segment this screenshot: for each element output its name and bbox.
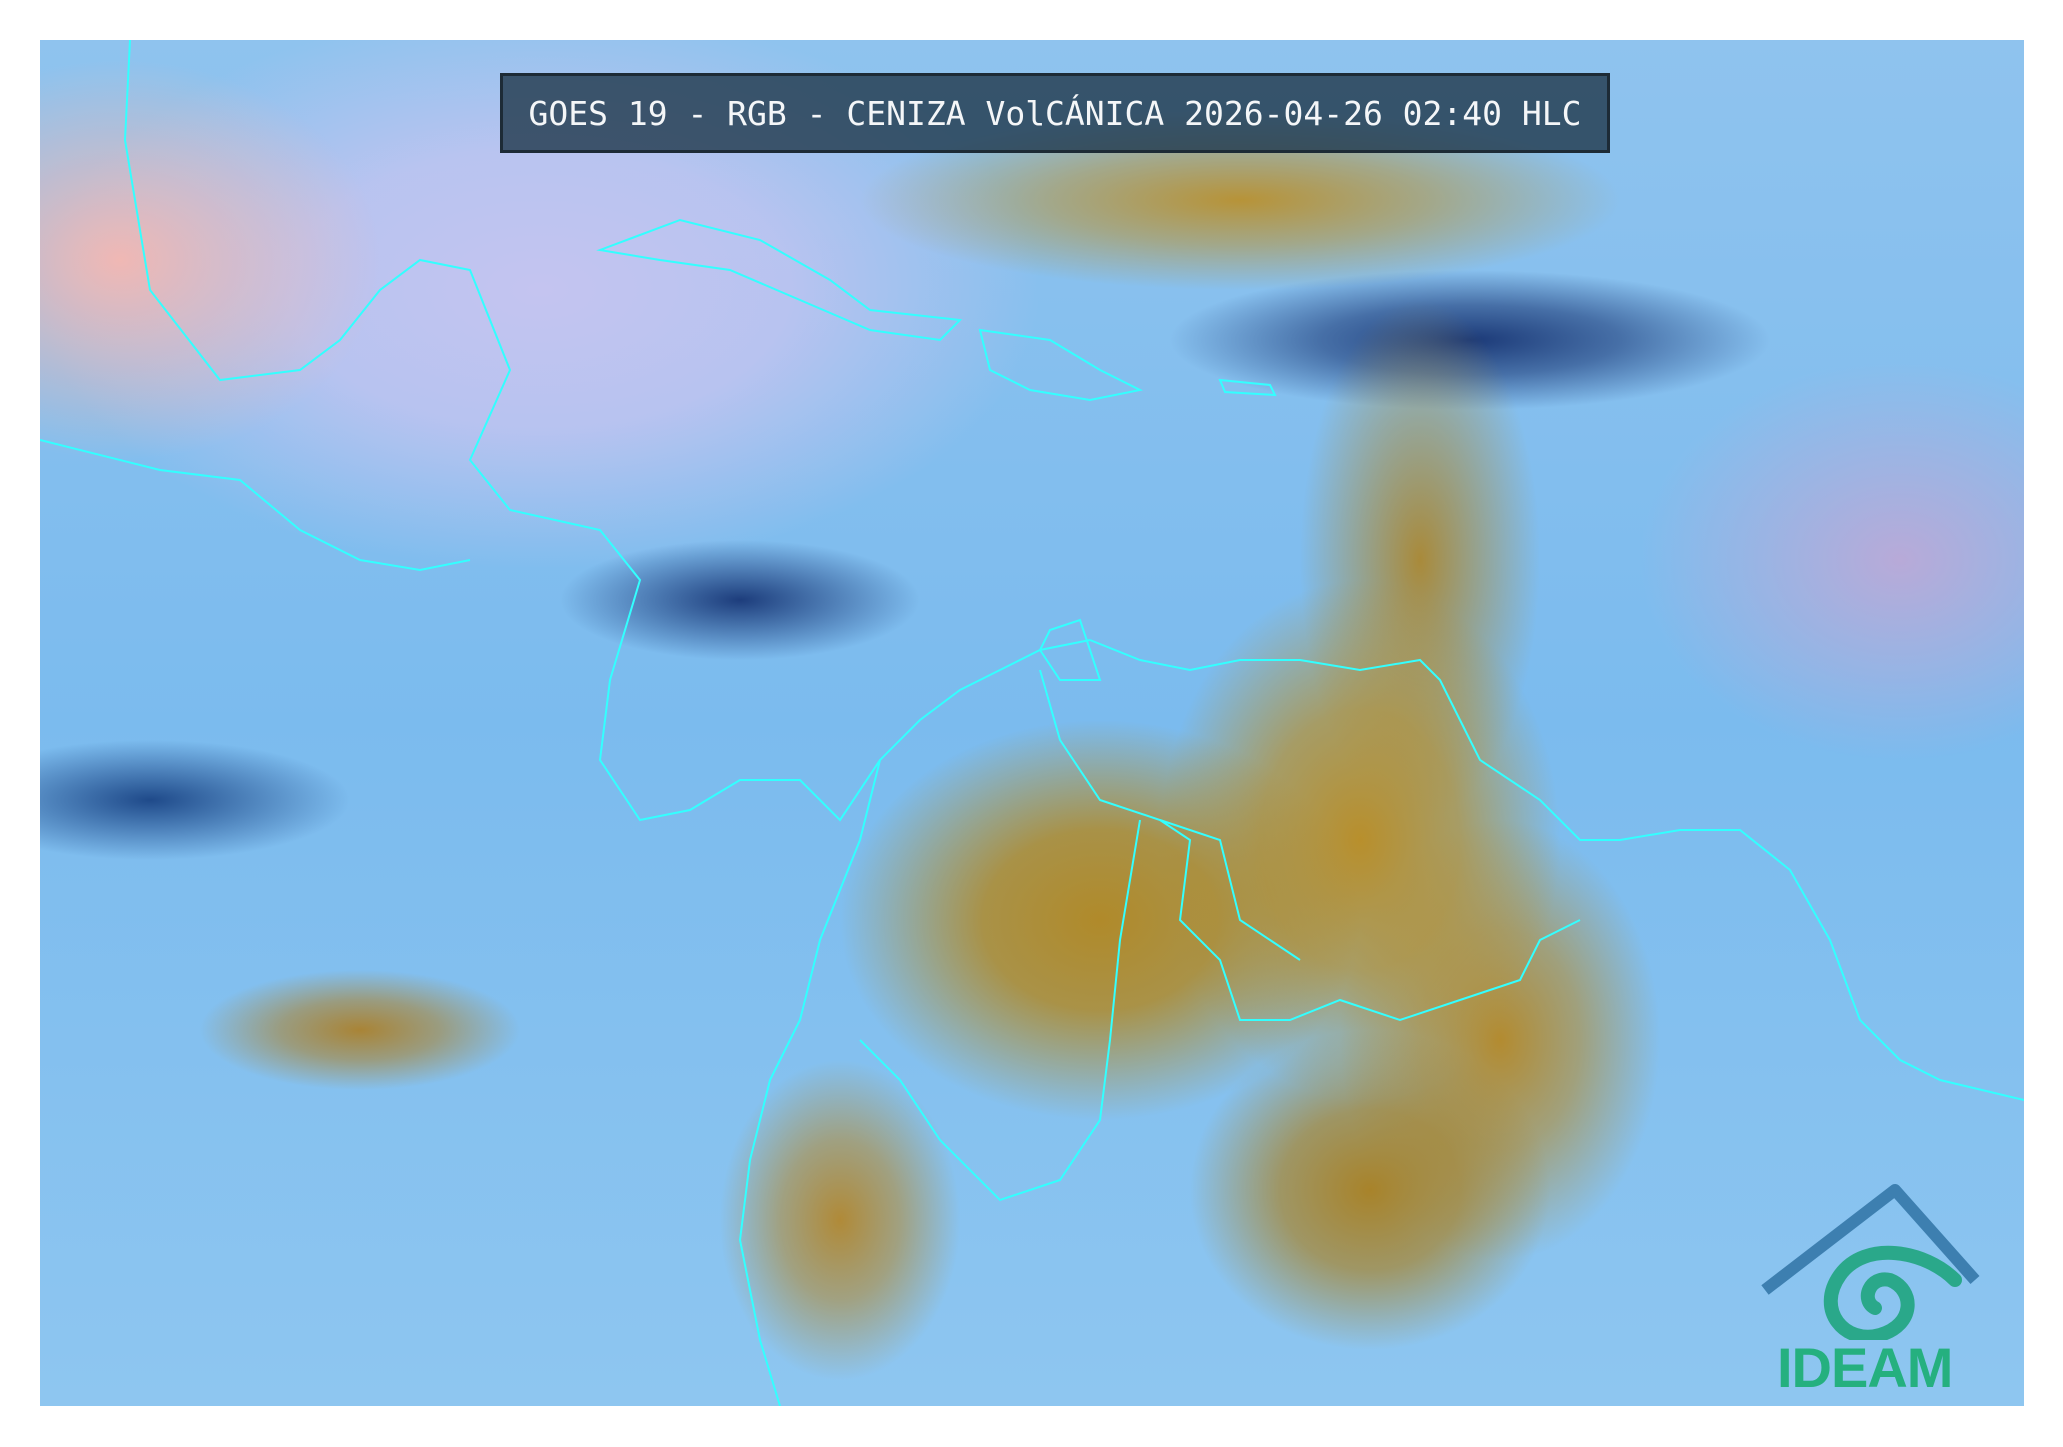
ideam-logo-icon <box>1761 1184 1980 1344</box>
image-title: GOES 19 - RGB - CENIZA VolCÁNICA 2026-04… <box>528 93 1582 133</box>
country-borders <box>40 40 2024 1406</box>
title-banner: GOES 19 - RGB - CENIZA VolCÁNICA 2026-04… <box>500 73 1610 153</box>
ideam-logo-text: IDEAM <box>1777 1336 1953 1399</box>
satellite-image <box>40 40 2024 1406</box>
ideam-logo: IDEAM <box>1755 1180 1995 1400</box>
